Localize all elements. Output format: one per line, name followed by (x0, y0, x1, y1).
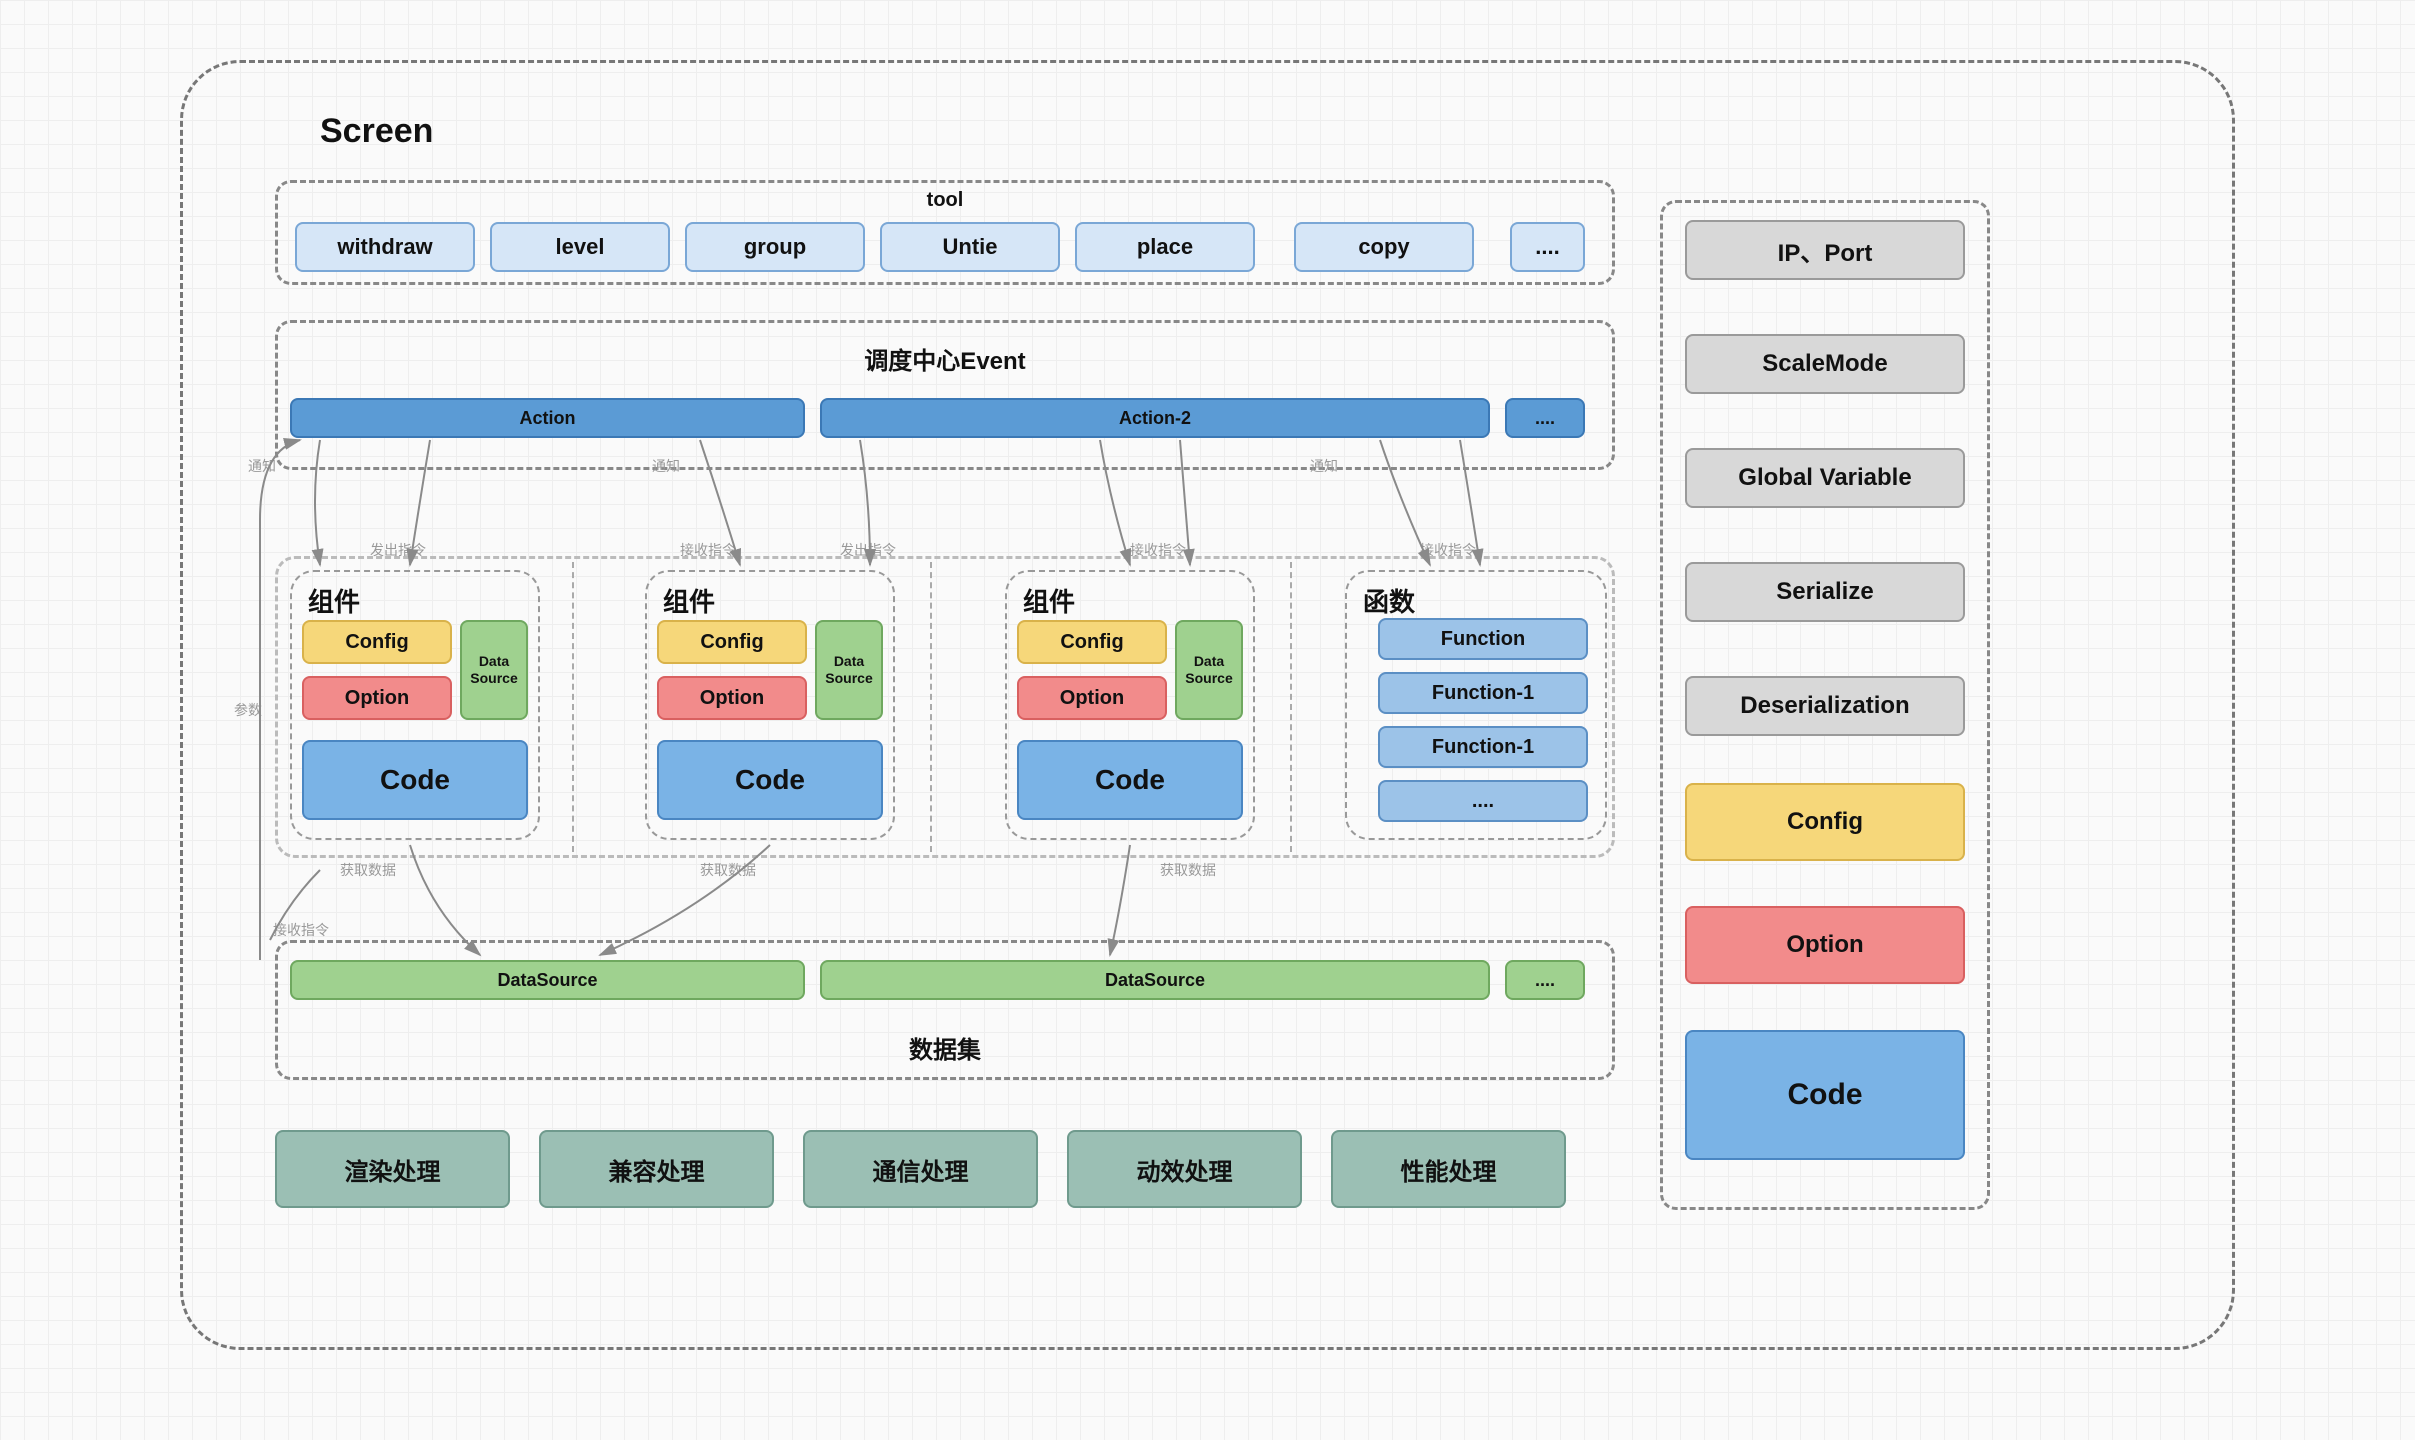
footer-anim: 动效处理 (1067, 1130, 1302, 1208)
tool-item-group: group (685, 222, 865, 272)
event-action-2: Action-2 (820, 398, 1490, 438)
annot-send-2: 发出指令 (840, 540, 896, 560)
component-2-code: Code (657, 740, 883, 820)
sidebar-global-var: Global Variable (1685, 448, 1965, 508)
tool-item-more: .... (1510, 222, 1585, 272)
component-1-datasource: Data Source (460, 620, 528, 720)
annot-notify-3: 通知 (1310, 456, 1338, 476)
event-title: 调度中心Event (278, 341, 1612, 376)
component-3-option: Option (1017, 676, 1167, 720)
annot-notify-1: 通知 (248, 456, 276, 476)
datasource-item-more: .... (1505, 960, 1585, 1000)
function-item-0: Function (1378, 618, 1588, 660)
tool-item-untie: Untie (880, 222, 1060, 272)
function-item-more: .... (1378, 780, 1588, 822)
footer-perf: 性能处理 (1331, 1130, 1566, 1208)
function-item-1: Function-1 (1378, 672, 1588, 714)
component-2-option: Option (657, 676, 807, 720)
tool-item-withdraw: withdraw (295, 222, 475, 272)
datasource-item-0: DataSource (290, 960, 805, 1000)
screen-label: Screen (320, 112, 433, 151)
component-3-datasource: Data Source (1175, 620, 1243, 720)
sidebar-ip-port: IP、Port (1685, 220, 1965, 280)
annot-send-1: 发出指令 (370, 540, 426, 560)
annot-recv-cmd-ds: 接收指令 (273, 920, 329, 940)
footer-render: 渲染处理 (275, 1130, 510, 1208)
tool-title: tool (278, 189, 1612, 212)
sidebar-code: Code (1685, 1030, 1965, 1160)
function-item-2: Function-1 (1378, 726, 1588, 768)
event-action-1: Action (290, 398, 805, 438)
event-panel: 调度中心Event (275, 320, 1615, 470)
annot-params: 参数 (234, 700, 262, 720)
annot-recv-3: 接收指令 (1420, 540, 1476, 560)
sidebar-config: Config (1685, 783, 1965, 861)
tool-item-place: place (1075, 222, 1255, 272)
component-3-title: 组件 (1023, 582, 1075, 619)
sidebar-deserialize: Deserialization (1685, 676, 1965, 736)
component-1-config: Config (302, 620, 452, 664)
comp-divider-2 (930, 562, 932, 852)
annot-recv-2: 接收指令 (1130, 540, 1186, 560)
annot-notify-2: 通知 (652, 456, 680, 476)
component-1-code: Code (302, 740, 528, 820)
sidebar-serialize: Serialize (1685, 562, 1965, 622)
component-2-datasource: Data Source (815, 620, 883, 720)
datasource-title: 数据集 (278, 1030, 1612, 1065)
tool-item-level: level (490, 222, 670, 272)
component-1-title: 组件 (308, 582, 360, 619)
datasource-item-1: DataSource (820, 960, 1490, 1000)
sidebar-option: Option (1685, 906, 1965, 984)
annot-getdata-3: 获取数据 (1160, 860, 1216, 880)
annot-getdata-2: 获取数据 (700, 860, 756, 880)
comp-divider-1 (572, 562, 574, 852)
event-action-more: .... (1505, 398, 1585, 438)
comp-divider-3 (1290, 562, 1292, 852)
component-3-config: Config (1017, 620, 1167, 664)
component-3-code: Code (1017, 740, 1243, 820)
annot-recv-1: 接收指令 (680, 540, 736, 560)
annot-getdata-1: 获取数据 (340, 860, 396, 880)
component-1-option: Option (302, 676, 452, 720)
footer-compat: 兼容处理 (539, 1130, 774, 1208)
sidebar-scalemode: ScaleMode (1685, 334, 1965, 394)
tool-item-copy: copy (1294, 222, 1474, 272)
component-2-title: 组件 (663, 582, 715, 619)
diagram-canvas: Screen tool withdraw level group Untie p… (0, 0, 2415, 1440)
component-2-config: Config (657, 620, 807, 664)
footer-comm: 通信处理 (803, 1130, 1038, 1208)
functions-title: 函数 (1363, 582, 1415, 619)
